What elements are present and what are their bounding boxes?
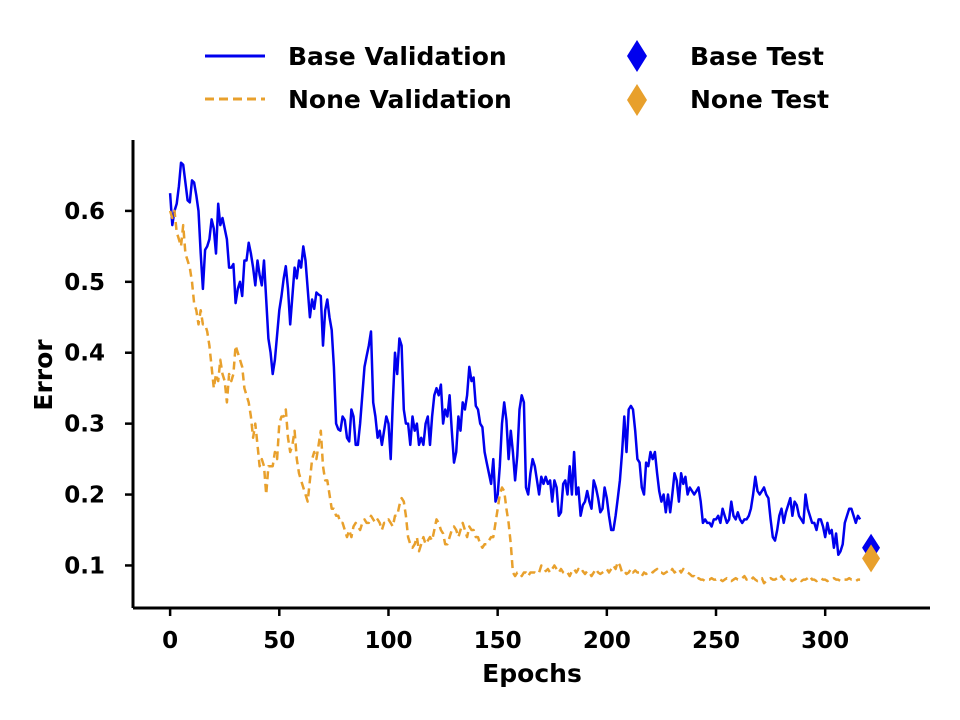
y-ticks: 0.1 0.2 0.3 0.4 0.5 0.6 [64, 199, 133, 579]
y-tick-label: 0.2 [64, 483, 105, 509]
series-line-none-validation [168, 209, 861, 585]
legend-label-none-test: None Test [690, 85, 829, 114]
x-tick-label: 100 [364, 628, 412, 654]
legend-label-base-test: Base Test [690, 42, 824, 71]
x-ticks: 0 50 100 150 200 250 300 [162, 608, 849, 654]
y-tick-label: 0.1 [64, 553, 105, 579]
y-axis-title: Error [29, 339, 58, 411]
plot-area [168, 161, 862, 585]
legend-label-none-validation: None Validation [288, 85, 512, 114]
axes [131, 140, 930, 610]
x-tick-label: 150 [474, 628, 522, 654]
marker-none-test [862, 544, 881, 573]
test-markers [862, 533, 881, 573]
x-tick-label: 50 [263, 628, 295, 654]
x-tick-label: 0 [162, 628, 178, 654]
legend: Base Validation None Validation Base Tes… [205, 40, 829, 116]
legend-marker-none-test [627, 84, 647, 116]
y-tick-label: 0.5 [64, 270, 105, 296]
y-tick-label: 0.4 [64, 341, 105, 367]
legend-marker-base-test [627, 40, 647, 72]
x-tick-label: 300 [801, 628, 849, 654]
y-tick-label: 0.6 [64, 199, 105, 225]
y-tick-label: 0.3 [64, 412, 105, 438]
series-line-base-validation [168, 161, 862, 557]
x-tick-label: 250 [692, 628, 740, 654]
x-axis-title: Epochs [482, 659, 582, 688]
legend-label-base-validation: Base Validation [288, 42, 507, 71]
x-tick-label: 200 [583, 628, 631, 654]
